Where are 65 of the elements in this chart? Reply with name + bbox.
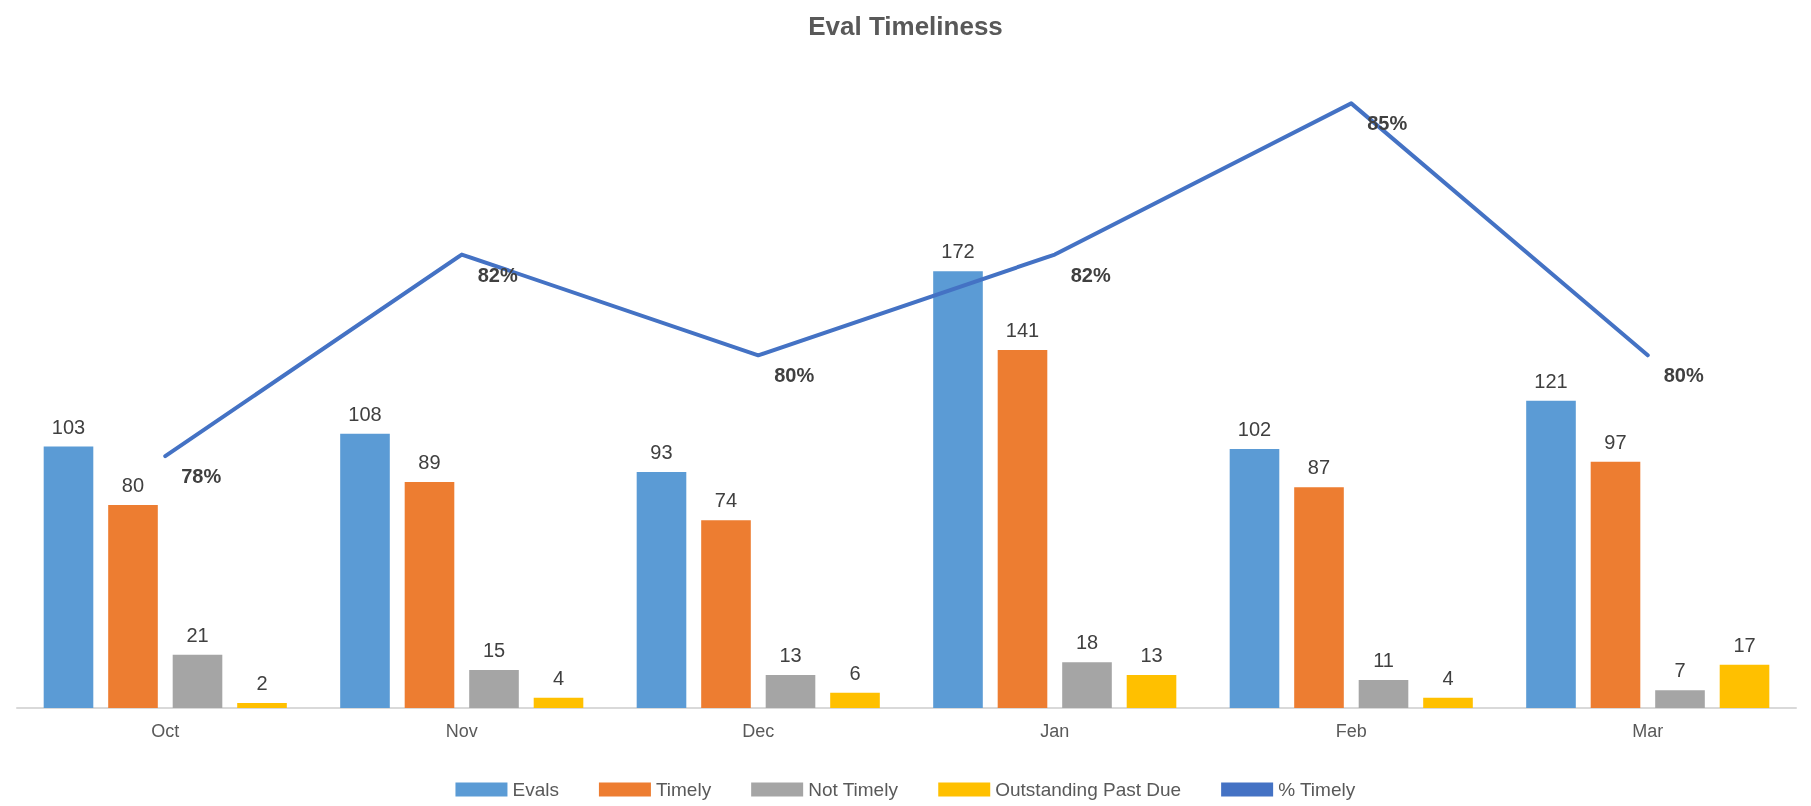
x-tick-label: Feb	[1335, 721, 1367, 741]
data-label: 17	[1733, 633, 1756, 656]
bar	[1358, 680, 1409, 708]
bar	[108, 504, 158, 708]
data-label: 78%	[181, 465, 222, 488]
bar	[1126, 675, 1177, 708]
chart-title: Eval Timeliness	[808, 11, 1003, 41]
data-label: 121	[1534, 369, 1568, 392]
data-label: 80%	[1663, 364, 1704, 387]
data-label: 108	[348, 402, 382, 425]
data-label: 21	[186, 623, 209, 646]
data-label: 89	[418, 451, 441, 474]
bar	[237, 702, 287, 708]
data-label: 82%	[477, 263, 518, 286]
bar	[340, 433, 390, 708]
data-label: 93	[650, 440, 673, 463]
data-label: 172	[941, 240, 975, 263]
data-label: 11	[1373, 649, 1394, 672]
legend-label: Evals	[512, 779, 559, 800]
x-tick-label: Jan	[1040, 721, 1070, 741]
bar	[1590, 461, 1641, 708]
data-label: 87	[1307, 456, 1331, 479]
x-tick-label: Dec	[742, 721, 775, 741]
data-label: 4	[1442, 666, 1454, 689]
bar	[1294, 487, 1344, 708]
data-label: 80%	[774, 364, 815, 387]
bar	[701, 520, 751, 708]
data-label: 13	[779, 644, 802, 666]
bar	[1062, 662, 1112, 708]
bar	[533, 697, 584, 708]
bar	[765, 675, 816, 708]
legend-label: Outstanding Past Due	[995, 779, 1182, 800]
bar	[636, 471, 687, 708]
data-label: 18	[1075, 631, 1099, 654]
data-label: 6	[849, 661, 861, 684]
bar	[1655, 690, 1705, 708]
bar	[830, 692, 880, 708]
data-label: 82%	[1070, 263, 1111, 286]
bar	[1526, 400, 1576, 708]
data-label: 13	[1140, 644, 1163, 666]
bar	[1423, 697, 1473, 708]
legend-label: Not Timely	[808, 779, 899, 800]
data-label: 97	[1604, 430, 1627, 453]
legend-label: Timely	[655, 779, 712, 800]
data-label: 2	[256, 671, 268, 694]
x-tick-label: Oct	[151, 721, 180, 741]
bar	[933, 271, 983, 708]
data-label: 4	[552, 666, 565, 689]
legend-label: % Timely	[1278, 779, 1356, 800]
bar	[404, 482, 455, 708]
data-label: 80	[121, 473, 145, 496]
data-label: 103	[51, 415, 86, 438]
data-label: 15	[482, 638, 506, 661]
x-tick-label: Nov	[445, 721, 478, 741]
bar	[997, 350, 1048, 708]
data-label: 141	[1005, 319, 1040, 342]
bar	[469, 669, 519, 708]
bar	[1719, 664, 1770, 708]
bar	[172, 654, 223, 708]
data-label: 74	[714, 489, 738, 512]
bar	[43, 446, 94, 708]
bar	[1229, 449, 1280, 708]
data-label: 7	[1674, 659, 1686, 682]
x-tick-label: Mar	[1632, 721, 1664, 741]
data-label: 102	[1237, 418, 1272, 441]
